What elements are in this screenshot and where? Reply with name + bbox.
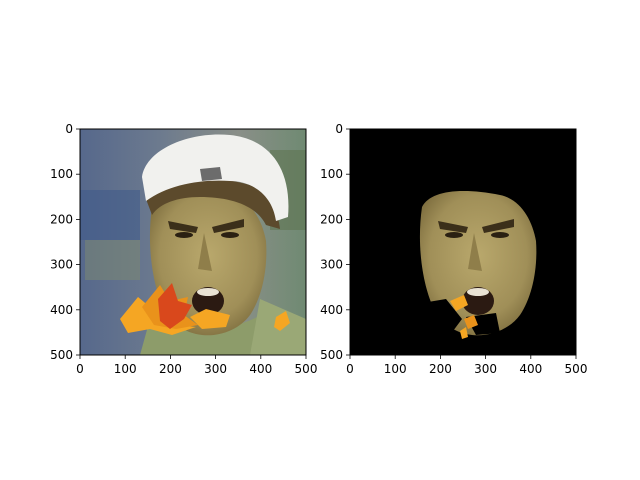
y-tick-label: 300: [50, 258, 73, 272]
x-tick-label: 200: [429, 362, 452, 376]
y-tick-label: 400: [50, 303, 73, 317]
leaf-fragments: [450, 295, 478, 339]
y-axis-right: 0 100 200 300 400 500: [320, 122, 350, 362]
y-tick-label: 300: [320, 258, 343, 272]
y-tick-label: 500: [320, 348, 343, 362]
y-tick-label: 100: [50, 167, 73, 181]
x-tick-label: 500: [565, 362, 588, 376]
x-tick-label: 500: [295, 362, 318, 376]
leaf-overlay: [120, 283, 290, 335]
x-tick-label: 0: [76, 362, 84, 376]
x-tick-label: 300: [204, 362, 227, 376]
x-axis-left: 0 100 200 300 400 500: [76, 355, 317, 376]
y-tick-label: 400: [320, 303, 343, 317]
y-axis-left: 0 100 200 300 400 500: [50, 122, 80, 362]
x-tick-label: 300: [474, 362, 497, 376]
y-tick-label: 0: [65, 122, 73, 136]
mask-panel: 0 100 200 300 400 500 0 100 200 300 400 500: [320, 122, 587, 376]
x-tick-label: 100: [384, 362, 407, 376]
x-tick-label: 0: [346, 362, 354, 376]
photo-panel: 0 100 200 300 400 500 0 100 200 300 400 500: [50, 122, 317, 376]
y-tick-label: 100: [320, 167, 343, 181]
x-tick-label: 400: [249, 362, 272, 376]
x-axis-right: 0 100 200 300 400 500: [346, 355, 587, 376]
y-tick-label: 200: [50, 212, 73, 226]
x-tick-label: 200: [159, 362, 182, 376]
x-tick-label: 100: [114, 362, 137, 376]
y-tick-label: 0: [335, 122, 343, 136]
x-tick-label: 400: [519, 362, 542, 376]
y-tick-label: 200: [320, 212, 343, 226]
y-tick-label: 500: [50, 348, 73, 362]
